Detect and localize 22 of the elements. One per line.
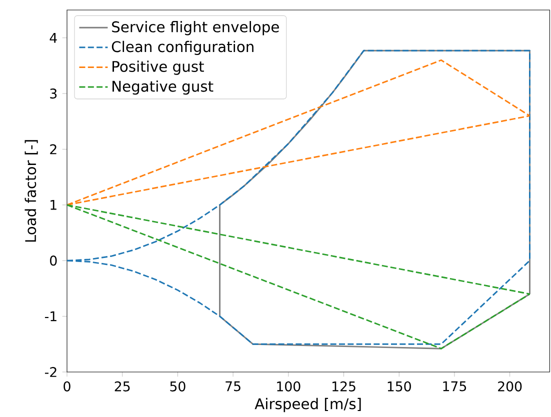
y-tick-label: 4 [50, 32, 57, 43]
y-tick-label: -2 [44, 367, 56, 377]
x-tick-label: 50 [170, 381, 186, 392]
x-tick-label: 0 [64, 381, 70, 392]
x-tick-label: 25 [114, 381, 130, 392]
legend-label: Clean configuration [112, 40, 254, 56]
y-tick-label: 1 [50, 200, 56, 210]
y-tick-label: 0 [50, 256, 57, 266]
x-tick-label: 200 [498, 381, 522, 392]
x-tick-label: 75 [226, 381, 240, 392]
legend-label: Negative gust [112, 80, 214, 95]
y-tick-label: 3 [50, 88, 57, 99]
x-tick-label: 175 [443, 381, 466, 392]
legend-label: Service flight envelope [112, 21, 279, 36]
legend-label: Positive gust [112, 60, 204, 75]
x-tick-label: 100 [277, 381, 300, 392]
y-tick-label: -1 [44, 311, 56, 322]
x-axis-title: Airspeed [m/s] [254, 398, 361, 412]
x-tick-label: 125 [332, 381, 356, 392]
y-tick-label: 2 [50, 144, 56, 154]
x-tick-label: 150 [388, 381, 411, 392]
y-axis-title: Load factor [-] [24, 140, 38, 242]
